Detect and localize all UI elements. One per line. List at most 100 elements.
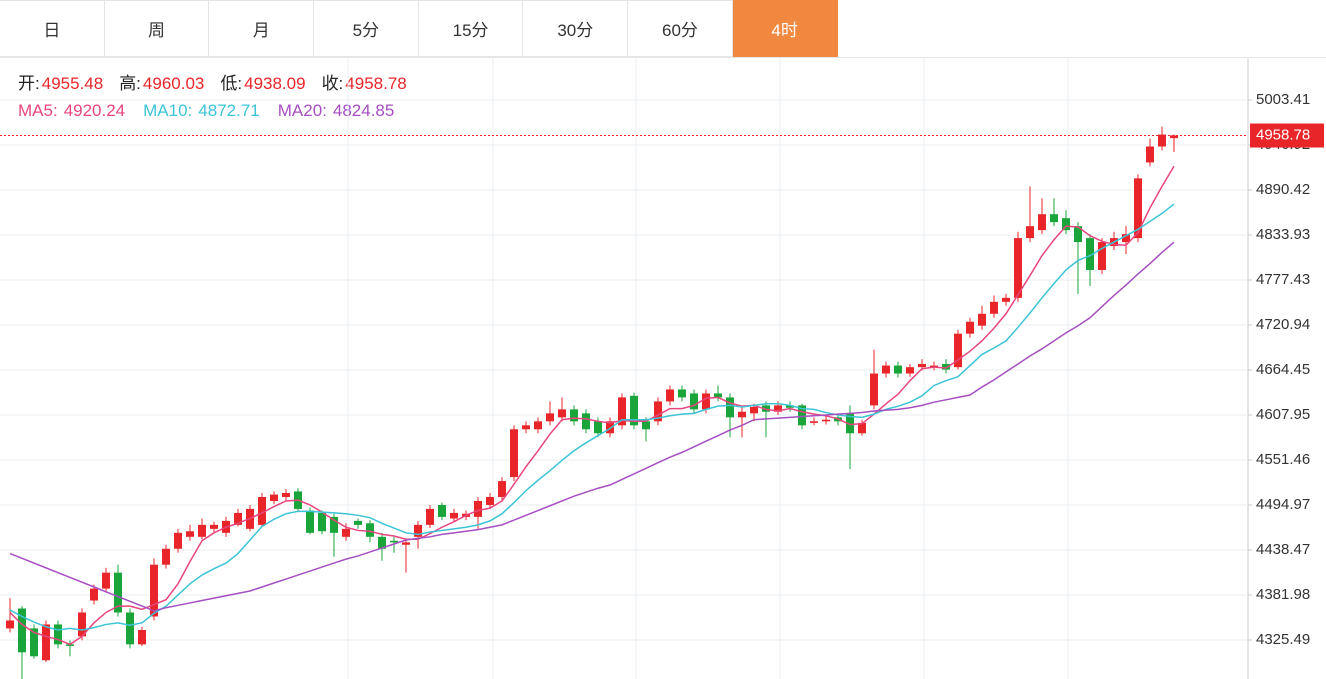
period-tab[interactable]: 60分 bbox=[628, 0, 733, 57]
y-tick-label: 4269.00 bbox=[1256, 676, 1310, 679]
candle-body bbox=[510, 429, 518, 478]
candle-body bbox=[858, 422, 866, 434]
candle-body bbox=[990, 301, 998, 314]
y-tick-label: 4607.95 bbox=[1256, 406, 1310, 423]
y-tick-label: 4494.97 bbox=[1256, 496, 1310, 513]
ma-line bbox=[9, 203, 1175, 631]
candle-body bbox=[894, 365, 902, 374]
candle-body bbox=[438, 504, 446, 517]
candle-body bbox=[450, 512, 458, 519]
candle-body bbox=[198, 524, 206, 537]
candle-body bbox=[546, 413, 554, 422]
period-tab[interactable]: 月 bbox=[209, 0, 315, 57]
candle-body bbox=[1026, 226, 1034, 239]
candle-body bbox=[522, 425, 530, 430]
candle-body bbox=[798, 405, 806, 426]
y-tick-label: 4833.93 bbox=[1256, 226, 1310, 243]
candle-body bbox=[1050, 214, 1058, 223]
candle-body bbox=[186, 531, 194, 537]
candle-body bbox=[1158, 134, 1166, 147]
y-tick-label: 5003.41 bbox=[1256, 91, 1310, 108]
candle-body bbox=[942, 363, 950, 370]
period-tab[interactable]: 30分 bbox=[523, 0, 629, 57]
candle-body bbox=[1086, 238, 1094, 270]
candle-body bbox=[102, 572, 110, 589]
candle-body bbox=[1146, 146, 1154, 163]
legend-label: MA5: bbox=[18, 101, 58, 120]
candle-body bbox=[750, 406, 758, 414]
candle-body bbox=[270, 494, 278, 501]
candle-body bbox=[150, 564, 158, 617]
candle-body bbox=[30, 628, 38, 657]
info-label: 低: bbox=[220, 74, 243, 93]
y-tick-label: 4890.42 bbox=[1256, 181, 1310, 198]
candle-body bbox=[882, 365, 890, 374]
grid bbox=[0, 99, 1248, 641]
candle-body bbox=[702, 393, 710, 410]
candle-body bbox=[1038, 214, 1046, 231]
candle-body bbox=[306, 510, 314, 533]
candle-body bbox=[618, 397, 626, 426]
candle-body bbox=[606, 421, 614, 434]
candle-body bbox=[870, 373, 878, 406]
y-tick-label: 4381.98 bbox=[1256, 586, 1310, 603]
candle-body bbox=[978, 313, 986, 326]
candle-body bbox=[762, 405, 770, 412]
candle-body bbox=[474, 500, 482, 517]
candle-body bbox=[558, 409, 566, 418]
candle-body bbox=[378, 536, 386, 549]
candle-body bbox=[330, 516, 338, 533]
info-value: 4955.48 bbox=[41, 74, 104, 93]
candle-body bbox=[402, 542, 410, 545]
legend-label: MA10: bbox=[143, 101, 193, 120]
candle-body bbox=[846, 413, 854, 434]
ma-line bbox=[9, 165, 1175, 646]
candle-body bbox=[930, 365, 938, 368]
candle-body bbox=[786, 405, 794, 408]
candle-body bbox=[678, 389, 686, 398]
candle-body bbox=[390, 540, 398, 543]
period-tab[interactable]: 周 bbox=[104, 0, 210, 57]
candle-body bbox=[1170, 135, 1178, 139]
candle-body bbox=[258, 496, 266, 525]
candle-body bbox=[210, 524, 218, 529]
candle-body bbox=[906, 367, 914, 374]
info-value: 4958.78 bbox=[345, 74, 407, 93]
candle-body bbox=[954, 333, 962, 368]
info-label: 收: bbox=[321, 74, 344, 93]
ma-line bbox=[9, 241, 1175, 612]
y-tick-label: 4720.94 bbox=[1256, 316, 1310, 333]
candle-body bbox=[90, 588, 98, 601]
candle-body bbox=[1002, 297, 1010, 302]
candle-body bbox=[1062, 218, 1070, 231]
candle-body bbox=[810, 421, 818, 423]
period-tabs: 日周月 5分 15分 30分 60分 4时 bbox=[0, 0, 1326, 58]
y-tick-label: 4551.46 bbox=[1256, 451, 1310, 468]
info-label: 高: bbox=[119, 74, 141, 93]
candle-body bbox=[630, 395, 638, 426]
ohlc-row: 开: 4955.48 高: 4960.03 低: 4938.09 收: 4958.78 bbox=[18, 70, 423, 97]
period-tab[interactable]: 5分 bbox=[314, 0, 419, 57]
info-value: 4938.09 bbox=[244, 74, 306, 93]
candle-body bbox=[138, 630, 146, 645]
candle-body bbox=[78, 612, 86, 637]
candle-body bbox=[498, 481, 506, 497]
candle-body bbox=[282, 493, 290, 497]
candle-body bbox=[354, 520, 362, 525]
y-tick-label: 4438.47 bbox=[1256, 541, 1310, 558]
legend-value: 4872.71 bbox=[198, 101, 260, 120]
candle-body bbox=[534, 421, 542, 430]
candle-body bbox=[486, 496, 494, 505]
candle-body bbox=[1014, 238, 1022, 298]
candle-body bbox=[654, 401, 662, 422]
candle-body bbox=[126, 612, 134, 645]
candle-body bbox=[18, 608, 26, 653]
period-tab[interactable]: 4时 bbox=[732, 0, 838, 57]
period-tab[interactable]: 日 bbox=[0, 0, 105, 57]
period-tab[interactable]: 15分 bbox=[418, 0, 524, 57]
candle-body bbox=[366, 523, 374, 537]
y-tick-label: 4777.43 bbox=[1256, 271, 1310, 288]
candle-body bbox=[234, 512, 242, 525]
info-value: 4960.03 bbox=[142, 74, 205, 93]
candle-body bbox=[1074, 226, 1082, 243]
